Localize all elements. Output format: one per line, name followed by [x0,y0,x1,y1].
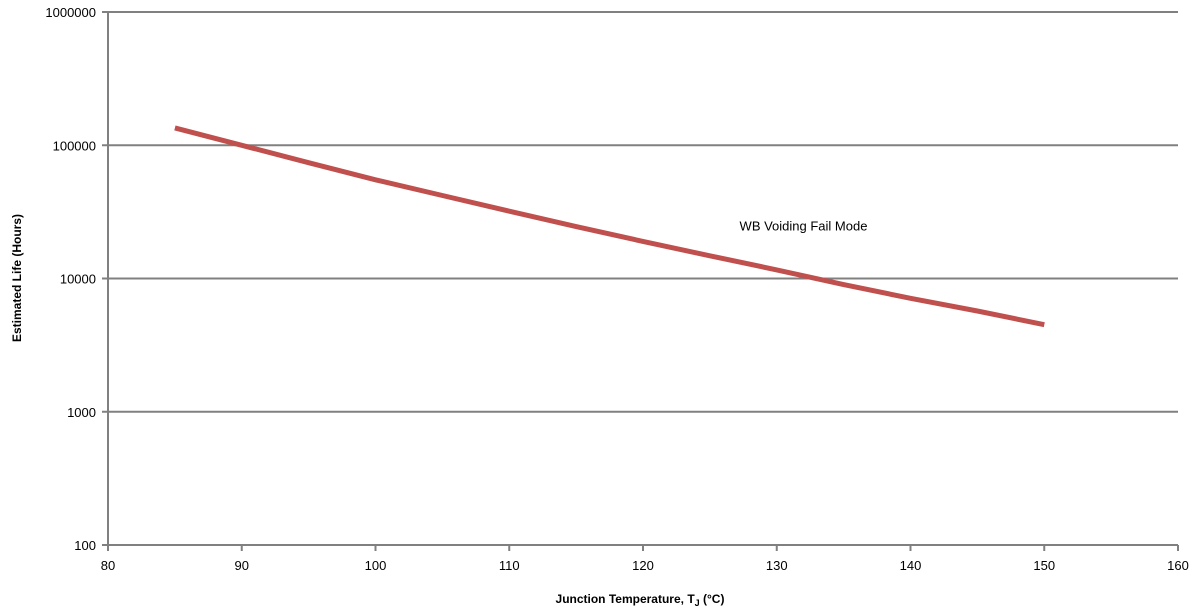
x-axis-title: Junction Temperature, TJ (°C) [556,592,725,608]
x-tick-labels: 80 90 100 110 120 130 140 150 160 [101,558,1189,573]
x-tick-label: 90 [235,558,249,573]
x-tick-label: 130 [766,558,788,573]
x-axis-title-subscript: J [695,598,700,608]
x-tick-label: 100 [365,558,387,573]
axes [107,12,1179,551]
x-tick-label: 110 [499,558,520,573]
series-annotation: WB Voiding Fail Mode [740,218,868,233]
series-line [174,125,1045,328]
gridlines [102,11,1178,546]
y-tick-labels: 100 1000 10000 100000 1000000 [45,5,96,553]
x-tick-label: 150 [1033,558,1055,573]
x-axis-title-main: Junction Temperature, T [556,592,696,606]
series-layer [174,125,1045,328]
x-tick-label: 80 [101,558,115,573]
x-tick-label: 140 [900,558,922,573]
y-axis-title: Estimated Life (Hours) [10,214,24,342]
y-tick-label: 1000 [67,405,96,420]
y-tick-label: 10000 [60,272,96,287]
x-tick-label: 160 [1167,558,1189,573]
y-tick-label: 100 [74,538,96,553]
y-tick-label: 100000 [53,138,96,153]
annotation-layer: WB Voiding Fail Mode [740,218,868,233]
x-axis-title-unit: (°C) [700,592,725,606]
x-tick-label: 120 [632,558,654,573]
y-tick-label: 1000000 [45,5,96,20]
